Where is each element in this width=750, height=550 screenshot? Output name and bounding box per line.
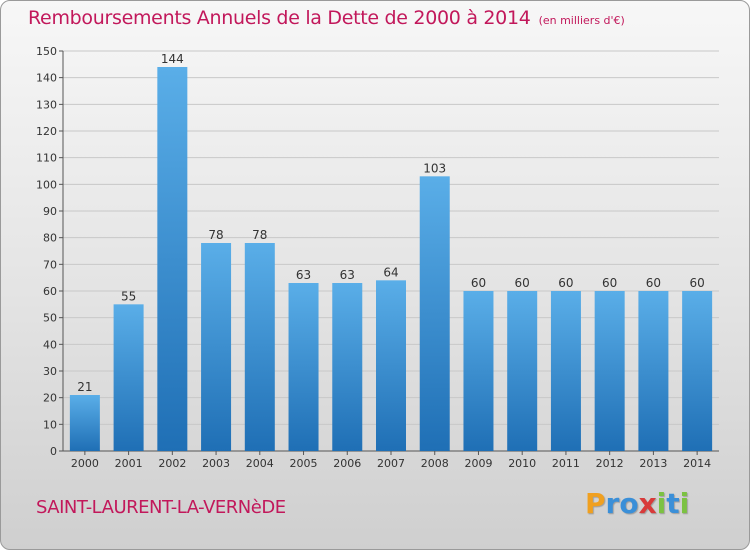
x-tick-label: 2010 xyxy=(508,457,536,470)
bar xyxy=(288,283,319,451)
bar-value-label: 64 xyxy=(383,265,398,279)
x-tick-label: 2014 xyxy=(683,457,711,470)
chart-title: Remboursements Annuels de la Dette de 20… xyxy=(28,7,531,29)
bar-value-label: 60 xyxy=(689,276,704,290)
y-tick-label: 10 xyxy=(43,418,57,431)
x-tick-label: 2011 xyxy=(552,457,580,470)
x-tick-label: 2006 xyxy=(333,457,361,470)
y-tick-label: 50 xyxy=(43,312,57,325)
commune-name: SAINT-LAURENT-LA-VERNèDE xyxy=(36,497,286,518)
y-tick-label: 0 xyxy=(50,445,57,458)
logo-letter: r xyxy=(605,487,620,520)
bar xyxy=(507,291,538,451)
logo-letter: t xyxy=(666,487,680,520)
bar xyxy=(463,291,494,451)
chart-subtitle: (en milliers d'€) xyxy=(538,14,625,27)
x-tick-label: 2000 xyxy=(71,457,99,470)
y-tick-label: 70 xyxy=(43,258,57,271)
y-tick-label: 60 xyxy=(43,285,57,298)
y-tick-label: 20 xyxy=(43,392,57,405)
x-tick-label: 2004 xyxy=(246,457,274,470)
bar-value-label: 144 xyxy=(161,52,184,66)
y-tick-label: 150 xyxy=(36,45,57,58)
x-tick-label: 2007 xyxy=(377,457,405,470)
x-tick-label: 2001 xyxy=(115,457,143,470)
bar-value-label: 60 xyxy=(471,276,486,290)
bar-value-label: 78 xyxy=(208,228,223,242)
bar xyxy=(332,283,363,451)
chart-title-row: Remboursements Annuels de la Dette de 20… xyxy=(28,7,625,29)
y-tick-label: 110 xyxy=(36,152,57,165)
bar xyxy=(113,304,144,451)
bar xyxy=(682,291,713,451)
x-tick-label: 2009 xyxy=(464,457,492,470)
x-tick-label: 2013 xyxy=(639,457,667,470)
logo-letter: i xyxy=(656,487,667,520)
bar-value-label: 63 xyxy=(340,268,355,282)
bar xyxy=(244,243,275,451)
y-tick-label: 100 xyxy=(36,178,57,191)
y-tick-label: 130 xyxy=(36,98,57,111)
bar-value-label: 55 xyxy=(121,289,136,303)
bar-value-label: 78 xyxy=(252,228,267,242)
bar-value-label: 63 xyxy=(296,268,311,282)
bar xyxy=(69,395,100,451)
bar xyxy=(157,67,188,451)
x-tick-label: 2008 xyxy=(421,457,449,470)
x-tick-label: 2012 xyxy=(596,457,624,470)
bar-value-label: 60 xyxy=(515,276,530,290)
bar-value-label: 103 xyxy=(423,161,446,175)
y-tick-label: 40 xyxy=(43,338,57,351)
y-tick-label: 140 xyxy=(36,72,57,85)
logo-letter: i xyxy=(679,487,690,520)
bar-value-label: 60 xyxy=(602,276,617,290)
bar-value-label: 60 xyxy=(558,276,573,290)
logo-letter: P xyxy=(585,487,606,520)
x-tick-label: 2002 xyxy=(158,457,186,470)
bar-value-label: 60 xyxy=(646,276,661,290)
y-tick-label: 80 xyxy=(43,232,57,245)
bar xyxy=(550,291,581,451)
proxiti-logo: Proxiti xyxy=(585,487,689,520)
y-tick-label: 30 xyxy=(43,365,57,378)
x-tick-label: 2003 xyxy=(202,457,230,470)
bar xyxy=(376,280,406,451)
bar xyxy=(201,243,232,451)
y-tick-label: 90 xyxy=(43,205,57,218)
bar xyxy=(419,176,450,452)
logo-letter: x xyxy=(638,487,657,520)
bar-value-label: 21 xyxy=(77,380,92,394)
y-tick-label: 120 xyxy=(36,125,57,138)
bar xyxy=(594,291,625,451)
logo-letter: o xyxy=(619,487,639,520)
bar xyxy=(638,291,669,451)
x-tick-label: 2005 xyxy=(290,457,318,470)
